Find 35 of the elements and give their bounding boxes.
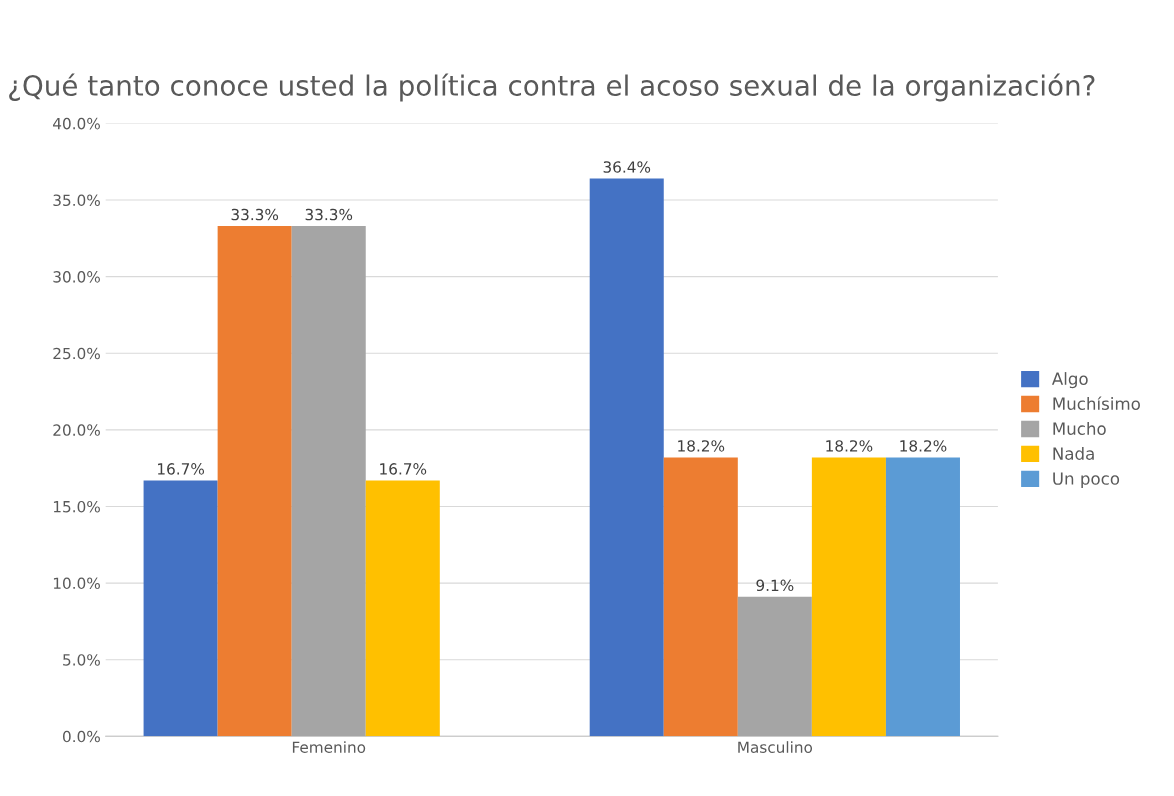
data-label: 9.1% — [756, 579, 794, 592]
x-tick-label: Femenino — [292, 741, 366, 753]
bar — [885, 457, 960, 737]
data-label: 16.7% — [158, 463, 205, 475]
data-label: 18.2% — [900, 440, 947, 452]
legend-label: Nada — [1053, 446, 1094, 460]
bar — [737, 596, 812, 737]
legend-label: Algo — [1051, 372, 1088, 389]
bar — [143, 480, 218, 737]
legend-label: Mucho — [1053, 422, 1106, 435]
data-label: 18.2% — [678, 440, 725, 452]
x-tick-label: Masculino — [738, 741, 813, 753]
data-label: 33.3% — [231, 208, 279, 221]
data-label: 18.2% — [826, 440, 873, 452]
y-tick-label: 40.0% — [53, 117, 100, 130]
bar — [589, 178, 664, 737]
chart-title: ¿Qué tanto conoce usted la política contra el acoso sexual de la organización? — [9, 73, 1095, 102]
y-tick-label: 0.0% — [62, 730, 100, 743]
bar — [217, 226, 292, 737]
y-tick-label: 5.0% — [63, 654, 100, 666]
bar — [291, 226, 366, 737]
bar — [811, 457, 886, 737]
data-label: 36.4% — [603, 161, 651, 173]
y-tick-label: 25.0% — [53, 347, 100, 360]
y-tick-label: 15.0% — [53, 500, 100, 513]
legend-label: Un poco — [1053, 472, 1120, 489]
bar — [663, 457, 738, 737]
y-tick-label: 30.0% — [53, 271, 100, 283]
data-label: 33.3% — [305, 208, 353, 221]
bar — [365, 480, 440, 737]
legend-label: Muchísimo — [1053, 396, 1140, 410]
data-label: 16.7% — [380, 463, 427, 475]
y-tick-label: 35.0% — [53, 194, 100, 207]
y-tick-label: 20.0% — [53, 424, 100, 436]
y-tick-label: 10.0% — [53, 577, 100, 590]
